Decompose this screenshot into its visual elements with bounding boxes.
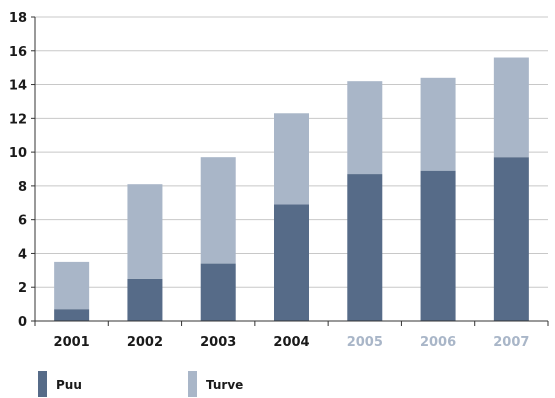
x-tick-label-2002: 2002 — [127, 335, 163, 350]
y-tick-label-0: 0 — [18, 315, 27, 330]
y-tick-label-16: 16 — [9, 45, 27, 60]
bar-puu-2001 — [54, 309, 90, 321]
bar-turve-2003 — [200, 157, 236, 264]
y-tick-label-8: 8 — [18, 180, 27, 195]
y-tick-label-14: 14 — [9, 79, 27, 94]
bar-turve-2006 — [420, 77, 456, 171]
legend-label-puu: Puu — [56, 378, 82, 392]
y-tick-label-6: 6 — [18, 214, 27, 229]
legend-swatch-turve — [188, 371, 197, 397]
bars — [54, 57, 529, 321]
bar-turve-2005 — [347, 81, 383, 175]
legend: Puu Turve — [38, 371, 243, 397]
bar-turve-2007 — [493, 57, 529, 158]
y-tick-label-2: 2 — [18, 281, 27, 296]
x-tick-label-2005: 2005 — [347, 335, 383, 350]
x-tick-label-2003: 2003 — [200, 335, 236, 350]
bar-puu-2007 — [493, 157, 529, 321]
x-tick-labels: 2001 2002 2003 2004 2005 2006 2007 — [54, 335, 530, 350]
x-tick-label-2001: 2001 — [54, 335, 90, 350]
x-tick-label-2007: 2007 — [493, 335, 529, 350]
y-tick-label-10: 10 — [9, 146, 27, 161]
legend-label-turve: Turve — [206, 378, 243, 392]
x-tick-label-2004: 2004 — [273, 335, 309, 350]
bar-puu-2003 — [200, 263, 236, 321]
y-tick-label-4: 4 — [18, 247, 27, 262]
bar-puu-2006 — [420, 170, 456, 321]
bar-puu-2004 — [274, 204, 309, 321]
y-tick-label-18: 18 — [9, 11, 27, 26]
bar-puu-2002 — [127, 278, 163, 321]
bar-turve-2001 — [54, 261, 90, 310]
y-tick-labels: 0 2 4 6 8 10 12 14 16 18 — [9, 11, 27, 330]
bar-puu-2005 — [347, 174, 383, 321]
bar-turve-2004 — [274, 113, 309, 205]
bar-turve-2002 — [127, 184, 163, 279]
y-tick-label-12: 12 — [9, 112, 27, 127]
axes — [31, 16, 549, 326]
legend-swatch-puu — [38, 371, 47, 397]
x-tick-label-2006: 2006 — [420, 335, 456, 350]
